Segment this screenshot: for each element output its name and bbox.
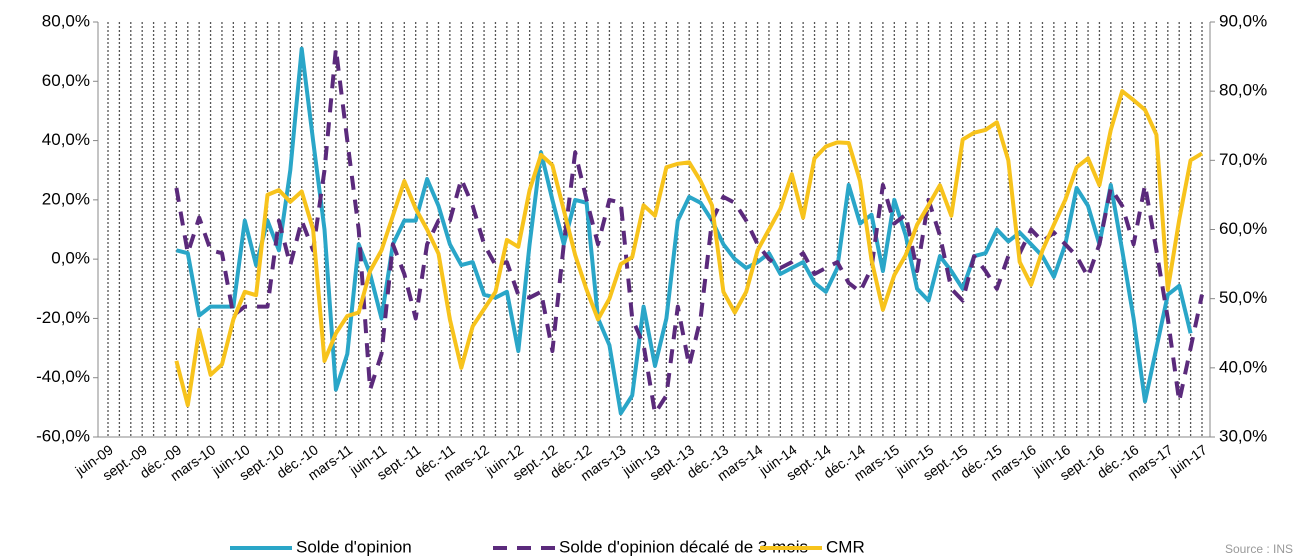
y-tick-label: 80,0% xyxy=(42,11,90,30)
y-tick-label: 60,0% xyxy=(42,71,90,90)
y2-tick-label: 40,0% xyxy=(1219,357,1267,376)
y-tick-label: -60,0% xyxy=(36,426,90,445)
legend-label: CMR xyxy=(826,537,865,556)
source: Source : INSEE - FFI xyxy=(1225,542,1293,556)
y-tick-label: -20,0% xyxy=(36,308,90,327)
y-tick-label: 0,0% xyxy=(51,249,90,268)
series-line xyxy=(174,46,1204,416)
y2-tick-label: 60,0% xyxy=(1219,219,1267,238)
y-tick-label: -40,0% xyxy=(36,367,90,386)
legend-label: Solde d'opinion décalé de 3 mois xyxy=(559,537,808,556)
y2-tick-label: 50,0% xyxy=(1219,288,1267,307)
series-line xyxy=(174,89,1204,408)
y2-tick-label: 80,0% xyxy=(1219,81,1267,100)
y2-tick-label: 30,0% xyxy=(1219,426,1267,445)
y-tick-label: 20,0% xyxy=(42,189,90,208)
y-tick-label: 40,0% xyxy=(42,130,90,149)
series-line xyxy=(175,46,1193,416)
y2-tick-label: 90,0% xyxy=(1219,11,1267,30)
y2-tick-label: 70,0% xyxy=(1219,150,1267,169)
x-tick-label: juin-17 xyxy=(1165,441,1210,479)
legend-label: Solde d'opinion xyxy=(296,537,412,556)
